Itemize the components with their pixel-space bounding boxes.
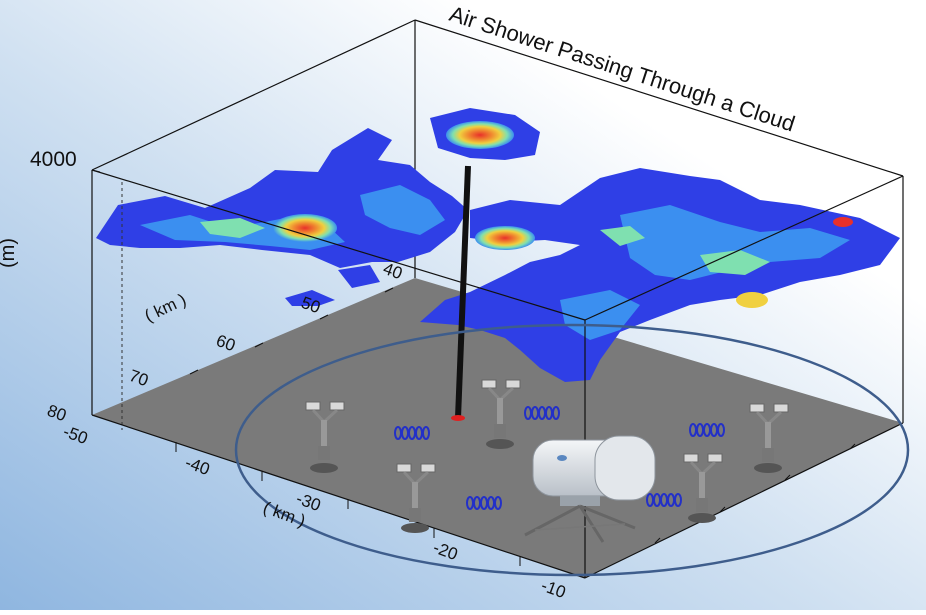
surface-detector bbox=[749, 403, 789, 473]
vertical-axis-label: (m) bbox=[0, 238, 19, 268]
axis-ticks bbox=[91, 169, 856, 566]
surface-detector bbox=[305, 401, 345, 473]
surface-detector bbox=[396, 463, 436, 533]
detector-signal-icon bbox=[394, 406, 725, 510]
vertical-tick-4000: 4000 bbox=[30, 148, 77, 171]
array-boundary-ellipse bbox=[234, 323, 910, 577]
shower-core bbox=[455, 165, 471, 419]
surface-detector bbox=[683, 453, 723, 523]
box-frame-back bbox=[91, 19, 904, 423]
surface-detector bbox=[481, 379, 521, 449]
shower-impact-point bbox=[451, 415, 465, 421]
cloud-layer bbox=[96, 108, 900, 382]
fluorescence-telescope bbox=[524, 435, 656, 543]
